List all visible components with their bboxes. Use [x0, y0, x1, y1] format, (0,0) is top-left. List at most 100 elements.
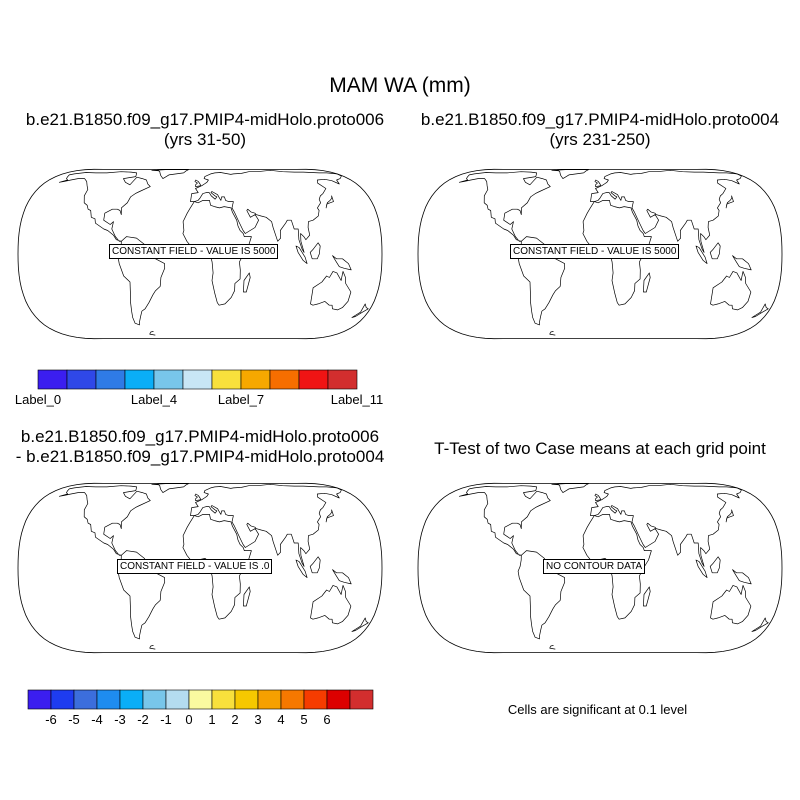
colorbar-case-1: Label_0 Label_4 Label_7 Label_11: [15, 369, 384, 407]
map-frame: [417, 482, 783, 654]
colorbar-swatch: [303, 689, 328, 710]
colorbar-swatch: [27, 689, 52, 710]
coastline-borneo: [709, 556, 721, 574]
coastline-sumatra: [295, 245, 308, 264]
colorbar-label: -3: [114, 712, 126, 727]
panel-3-title-line1: b.e21.B1850.f09_g17.PMIP4-midHolo.proto0…: [20, 427, 380, 446]
coastline-madagascar: [643, 272, 651, 293]
coastline-uk: [594, 493, 602, 501]
coastline-borneo: [709, 242, 721, 260]
panel-3-field-label: CONSTANT FIELD - VALUE IS .0: [117, 559, 273, 574]
panel-2-field-label-text: CONSTANT FIELD - VALUE IS 5000: [513, 246, 677, 257]
colorbar-label: -5: [68, 712, 80, 727]
colorbar-swatch: [142, 689, 167, 710]
coastline-new-guinea: [732, 255, 752, 271]
coastline-australia: [310, 271, 352, 311]
panel-3-title: b.e21.B1850.f09_g17.PMIP4-midHolo.proto0…: [0, 427, 400, 467]
colorbar-diff: -6 -5 -4 -3 -2 -1 0 1 2 3 4 5 6: [27, 689, 374, 727]
colorbar-swatch: [73, 689, 98, 710]
panel-4-title: T-Test of two Case means at each grid po…: [400, 439, 800, 459]
coastline-new-zealand: [351, 617, 369, 632]
colorbar-swatch: [66, 369, 97, 390]
colorbar-swatch: [240, 369, 271, 390]
coastline-antarctic-peninsula: [149, 645, 156, 650]
panel-2-title-line1: b.e21.B1850.f09_g17.PMIP4-midHolo.proto0…: [420, 110, 780, 129]
coastline-greenland: [551, 483, 589, 493]
panel-2-field-label: CONSTANT FIELD - VALUE IS 5000: [510, 244, 680, 259]
colorbar-label: 5: [300, 712, 307, 727]
colorbar-label: Label_11: [331, 392, 384, 407]
coastline-new-guinea: [332, 255, 352, 271]
colorbar-swatch: [153, 369, 184, 390]
coastline-australia: [310, 585, 352, 625]
coastline-madagascar: [243, 272, 251, 293]
panel-1-title-line1: b.e21.B1850.f09_g17.PMIP4-midHolo.proto0…: [25, 110, 385, 129]
colorbar-label: Label_7: [218, 392, 264, 407]
colorbar-swatch: [188, 689, 213, 710]
colorbar-swatch: [50, 689, 75, 710]
coastline-borneo: [309, 242, 321, 260]
coastline-borneo: [309, 556, 321, 574]
colorbar-swatch: [37, 369, 68, 390]
colorbar-swatch: [327, 369, 358, 390]
significance-note: Cells are significant at 0.1 level: [507, 702, 688, 717]
coastline-new-guinea: [332, 569, 352, 585]
colorbar-label: Label_0: [15, 392, 61, 407]
coastline-new-zealand: [351, 303, 369, 318]
colorbar-swatch: [96, 689, 121, 710]
coastline-australia: [710, 585, 752, 625]
colorbar-label: -6: [45, 712, 57, 727]
coastline-eurasia: [190, 169, 342, 253]
colorbar-swatch: [211, 369, 242, 390]
colorbar-swatch: [257, 689, 282, 710]
coastline-japan: [325, 509, 334, 523]
colorbar-label: 6: [323, 712, 330, 727]
coastline-new-guinea: [732, 569, 752, 585]
panel-4-title-line1: T-Test of two Case means at each grid po…: [434, 439, 766, 458]
coastline-greenland: [151, 169, 189, 179]
coastline-north-america: [58, 485, 151, 556]
colorbar-swatch: [234, 689, 259, 710]
coastline-greenland: [151, 483, 189, 493]
figure-title: MAM WA (mm): [329, 74, 471, 97]
panel-3-title-line2: - b.e21.B1850.f09_g17.PMIP4-midHolo.prot…: [15, 447, 385, 466]
coastline-uk: [594, 179, 602, 187]
coastline-new-zealand: [751, 617, 769, 632]
coastline-antarctic-peninsula: [549, 645, 556, 650]
colorbar-swatch: [349, 689, 374, 710]
coastline-eurasia: [590, 483, 742, 567]
colorbar-label: 0: [185, 712, 192, 727]
coastline-north-america: [458, 171, 551, 242]
coastline-antarctic-peninsula: [549, 331, 556, 336]
coastline-australia: [710, 271, 752, 311]
coastline-japan: [725, 195, 734, 209]
panel-3-field-label-text: CONSTANT FIELD - VALUE IS .0: [120, 561, 270, 572]
colorbar-swatch: [298, 369, 329, 390]
coastline-madagascar: [643, 586, 651, 607]
colorbar-label: Label_4: [131, 392, 177, 407]
coastline-eurasia: [590, 169, 742, 253]
coastline-new-zealand: [751, 303, 769, 318]
colorbar-label: -2: [137, 712, 149, 727]
coastline-japan: [725, 509, 734, 523]
colorbar-label: -4: [91, 712, 103, 727]
map-panel-3: [17, 482, 383, 654]
coastline-uk: [194, 493, 202, 501]
panel-1-field-label: CONSTANT FIELD - VALUE IS 5000: [109, 244, 279, 259]
colorbar-swatch: [95, 369, 126, 390]
colorbar-swatch: [165, 689, 190, 710]
coastline-sumatra: [295, 559, 308, 578]
colorbar-swatch: [124, 369, 155, 390]
map-frame: [17, 168, 383, 340]
colorbar-swatch: [182, 369, 213, 390]
colorbar-swatch: [269, 369, 300, 390]
map-panel-1: [17, 168, 383, 340]
coastline-north-america: [458, 485, 551, 556]
panel-2-title-line2: (yrs 231-250): [549, 130, 651, 149]
colorbar-swatch: [326, 689, 351, 710]
colorbar-swatch: [119, 689, 144, 710]
panel-2-title: b.e21.B1850.f09_g17.PMIP4-midHolo.proto0…: [400, 110, 800, 150]
map-frame: [17, 482, 383, 654]
panel-1-field-label-text: CONSTANT FIELD - VALUE IS 5000: [112, 246, 276, 257]
